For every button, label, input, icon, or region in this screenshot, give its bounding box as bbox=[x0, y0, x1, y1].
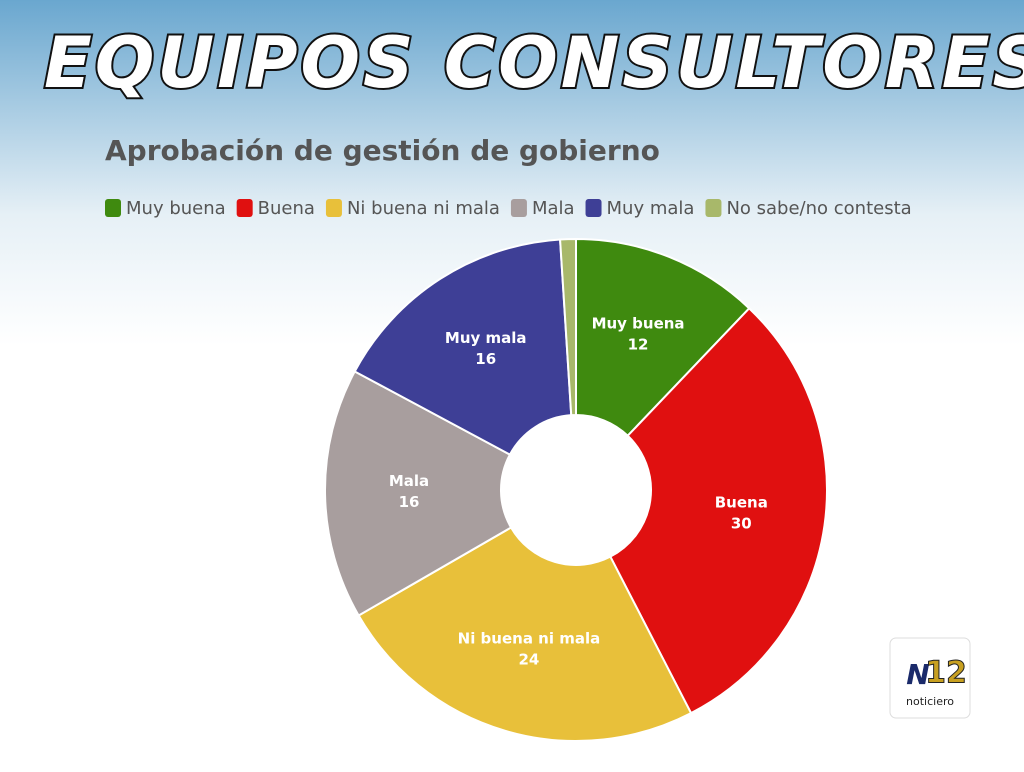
legend-swatch bbox=[105, 199, 121, 217]
slice-label: Muy mala bbox=[445, 329, 527, 347]
legend-label: Mala bbox=[532, 198, 575, 219]
logo-label: noticiero bbox=[906, 695, 954, 708]
slice-value: 24 bbox=[519, 651, 540, 669]
slice bbox=[353, 238, 573, 456]
logo-n: N bbox=[906, 658, 929, 691]
chart-title: Aprobación de gestión de gobierno bbox=[105, 134, 660, 167]
slice bbox=[324, 370, 513, 617]
legend-label: Muy mala bbox=[607, 198, 695, 219]
slice bbox=[609, 306, 828, 715]
slice-value: 30 bbox=[731, 514, 752, 532]
slice-label: Ni buena ni mala bbox=[458, 630, 601, 648]
legend-swatch bbox=[325, 199, 342, 217]
legend-swatch bbox=[510, 199, 527, 217]
logo-number: 12 bbox=[925, 656, 967, 691]
slice bbox=[575, 237, 751, 438]
legend-label: Ni buena ni mala bbox=[347, 198, 500, 219]
legend-label: Muy buena bbox=[126, 198, 226, 219]
slice bbox=[559, 237, 577, 417]
slice-label: Mala bbox=[389, 472, 429, 490]
legend-label: Buena bbox=[258, 198, 315, 219]
slice-label: Muy buena bbox=[592, 314, 685, 332]
legend-swatch bbox=[585, 199, 602, 217]
donut: Muy buena 12 Buena 30 Ni buena ni mala 24 Mala… bbox=[324, 237, 828, 742]
banner: EQUIPOS CONSULTORES bbox=[44, 22, 1024, 104]
slice-value: 12 bbox=[628, 335, 649, 353]
slice-value: 16 bbox=[399, 493, 420, 511]
logo-box bbox=[889, 637, 971, 719]
legend-swatch bbox=[705, 199, 722, 217]
legend: Muy buena Buena Ni buena ni mala Mala Muy ma… bbox=[105, 198, 912, 219]
slice-value: 16 bbox=[475, 350, 496, 368]
slice-label: Buena bbox=[715, 493, 768, 511]
slice bbox=[357, 526, 693, 742]
legend-swatch bbox=[236, 199, 253, 217]
legend-label: No sabe/no contesta bbox=[726, 198, 911, 219]
